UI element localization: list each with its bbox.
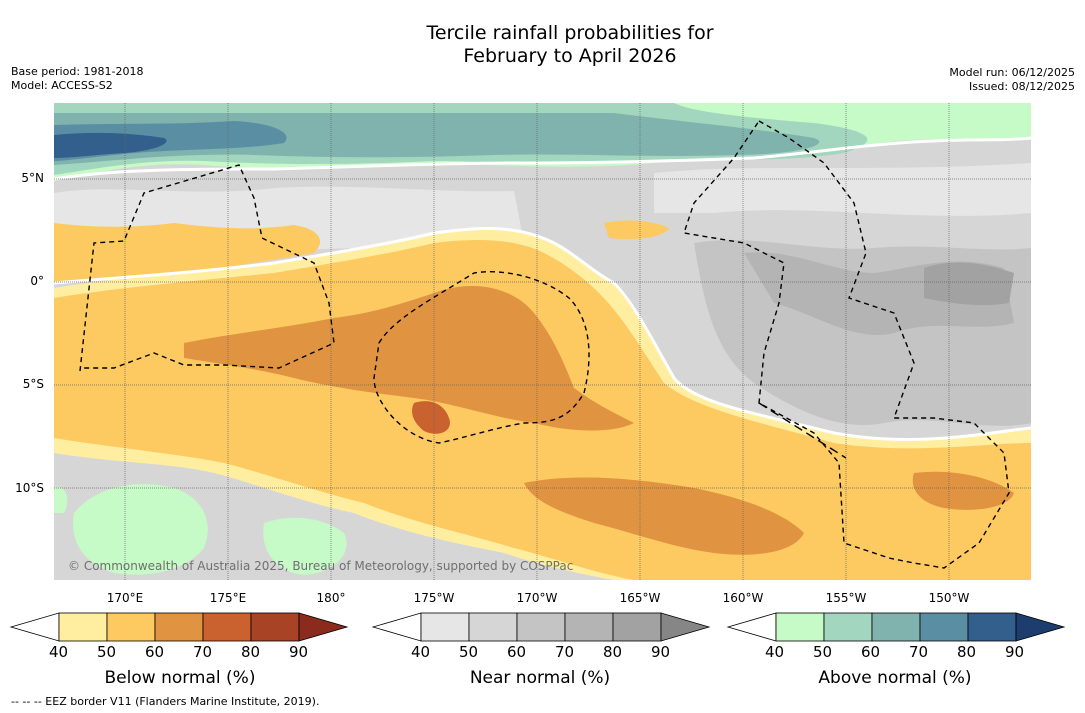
cb-near-tick: 80 [603, 643, 623, 661]
colorbar-near [371, 612, 711, 642]
below-60-region [184, 285, 634, 431]
cb-below-over-arrow [298, 612, 349, 642]
cb-near-swatch [516, 612, 566, 642]
lon-label: 160°W [722, 591, 764, 605]
map-title: Tercile rainfall probabilities for Febru… [0, 22, 1085, 68]
near-80-patch [924, 262, 1014, 306]
cb-below-swatch [58, 612, 108, 642]
lon-label: 155°W [825, 591, 867, 605]
above-40-patch-sw [73, 484, 208, 575]
model-run: Model run: 06/12/2025 [949, 66, 1075, 79]
above-40-patch-s [263, 517, 347, 575]
colorbar-title-near: Near normal (%) [469, 668, 611, 688]
colorbar-above [726, 612, 1066, 642]
cb-above-tick: 80 [957, 643, 977, 661]
cb-near-over-arrow [660, 612, 711, 642]
lon-label: 170°E [106, 591, 144, 605]
title-line-2: February to April 2026 [463, 45, 677, 67]
lon-label: 180° [316, 591, 346, 605]
cb-near-tick: 70 [555, 643, 575, 661]
below-60-patch-e [912, 471, 1014, 510]
above-80-patch [54, 132, 167, 158]
cb-below-tick: 80 [241, 643, 261, 661]
colorbars [9, 612, 1066, 642]
cb-below-tick: 90 [289, 643, 309, 661]
issued-date: Issued: 08/12/2025 [968, 80, 1075, 93]
cb-near-tick: 90 [651, 643, 671, 661]
cb-below-tick: 50 [97, 643, 117, 661]
eez-kiribati-gilbert [79, 164, 335, 372]
cb-near-tick: 60 [507, 643, 527, 661]
cb-above-tick: 90 [1005, 643, 1025, 661]
lon-label: 175°E [209, 591, 247, 605]
tercile-boundary [54, 227, 1031, 441]
cb-above-swatch [967, 612, 1017, 642]
cb-below-tick: 40 [49, 643, 69, 661]
lat-label-10s: 10°S [15, 481, 44, 495]
lat-label-0: 0° [30, 274, 44, 288]
cb-above-tick: 40 [765, 643, 785, 661]
model-name: Model: ACCESS-S2 [11, 79, 113, 92]
cb-below-under-arrow [9, 612, 60, 642]
lat-label-5s: 5°S [22, 377, 44, 391]
cb-above-swatch [871, 612, 921, 642]
meta-right: Model run: 06/12/2025 Issued: 08/12/2025 [949, 66, 1075, 94]
colorbar-title-below: Below normal (%) [104, 668, 256, 688]
base-period: Base period: 1981-2018 [11, 65, 144, 78]
below-50-patch-north [604, 220, 669, 240]
colorbar-ticks: 40 50 60 70 80 90 40 50 60 70 80 90 40 5… [0, 643, 1085, 663]
lon-label: 150°W [928, 591, 970, 605]
cb-near-swatch [612, 612, 662, 642]
cb-above-tick: 50 [813, 643, 833, 661]
lon-label: 165°W [619, 591, 661, 605]
eez-kiribati-line [683, 120, 1010, 569]
cb-above-swatch [823, 612, 873, 642]
cb-below-tick: 60 [145, 643, 165, 661]
copyright-note: © Commonwealth of Australia 2025, Bureau… [68, 559, 574, 573]
eez-borders [79, 120, 1010, 569]
graticule [54, 103, 1031, 580]
cb-below-swatch [154, 612, 204, 642]
colorbar-title-above: Above normal (%) [818, 668, 972, 688]
cb-above-tick: 60 [861, 643, 881, 661]
near-40-patch [654, 163, 1031, 216]
cb-near-tick: 50 [459, 643, 479, 661]
cb-above-under-arrow [726, 612, 777, 642]
cb-near-swatch [420, 612, 470, 642]
cb-above-swatch [919, 612, 969, 642]
lon-label: 175°W [413, 591, 455, 605]
cb-below-tick: 70 [193, 643, 213, 661]
cb-near-swatch [468, 612, 518, 642]
lat-label-5n: 5°N [21, 171, 44, 185]
lon-label: 170°W [516, 591, 558, 605]
cb-above-over-arrow [1015, 612, 1066, 642]
rainfall-map [54, 103, 1031, 580]
cb-below-swatch [202, 612, 252, 642]
below-60-region-se [524, 477, 804, 555]
cb-below-swatch [250, 612, 300, 642]
colorbar-below [9, 612, 349, 642]
cb-above-tick: 70 [909, 643, 929, 661]
eez-segment [758, 402, 847, 459]
map-panel [54, 103, 1031, 580]
cb-near-under-arrow [371, 612, 422, 642]
cb-near-swatch [564, 612, 614, 642]
cb-above-swatch [775, 612, 825, 642]
below-70-patch [412, 401, 450, 434]
above-40-patch-edge [54, 487, 68, 513]
eez-kiribati-phoenix [373, 271, 590, 444]
eez-legend-note: -- -- -- EEZ border V11 (Flanders Marine… [11, 695, 320, 708]
cb-near-tick: 40 [411, 643, 431, 661]
meta-left: Base period: 1981-2018 Model: ACCESS-S2 [11, 65, 143, 93]
tercile-boundary-north [54, 136, 1031, 181]
cb-below-swatch [106, 612, 156, 642]
title-line-1: Tercile rainfall probabilities for [426, 22, 714, 44]
below-50-patch-west [54, 223, 321, 283]
